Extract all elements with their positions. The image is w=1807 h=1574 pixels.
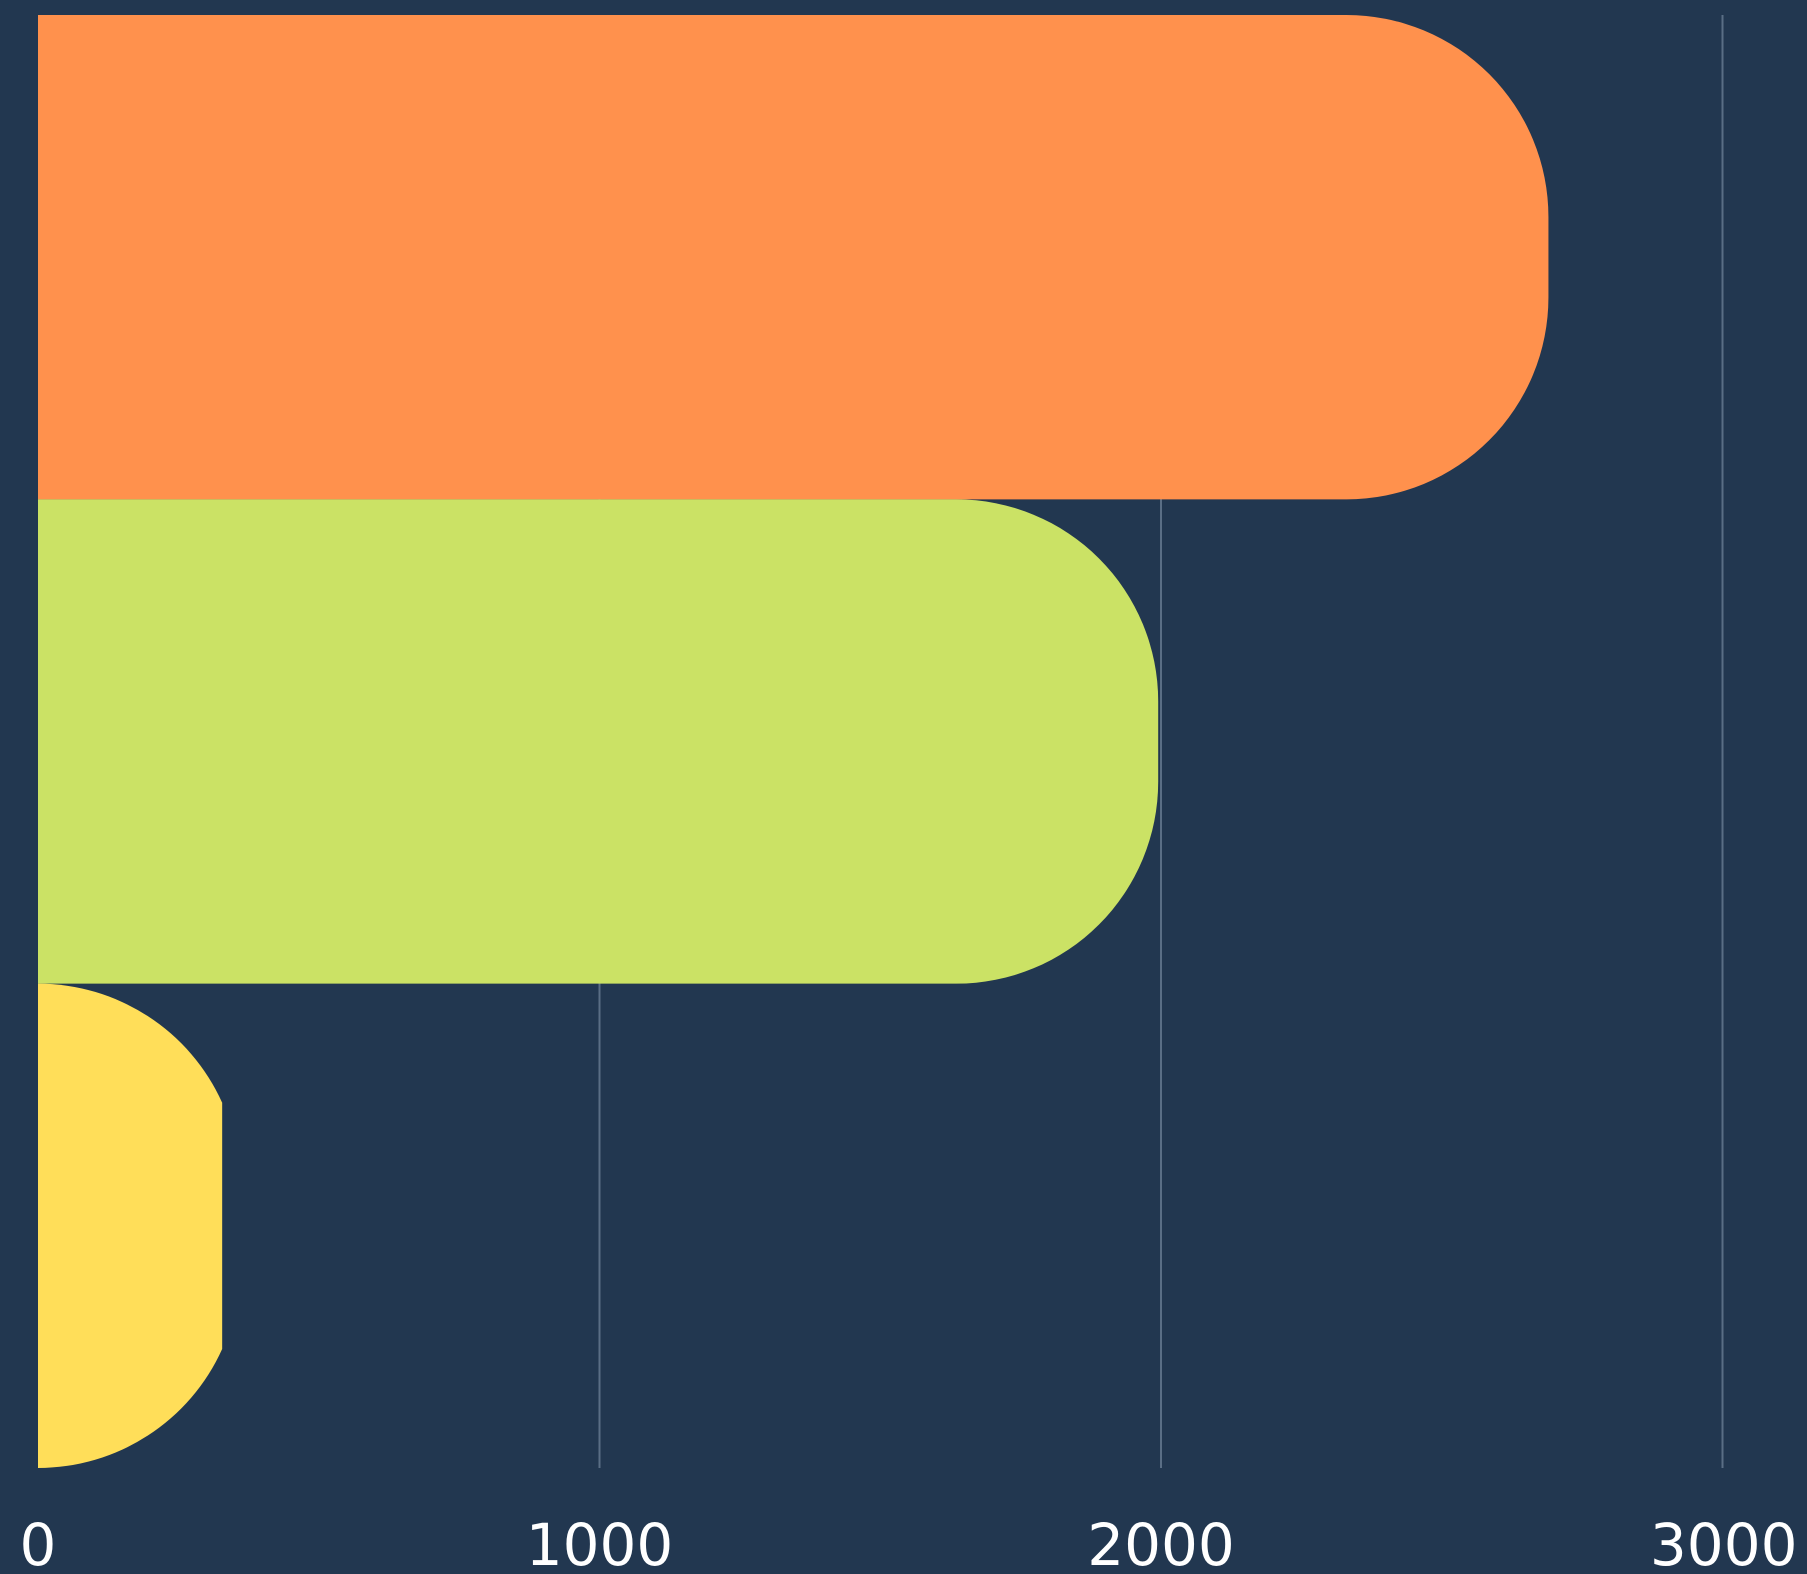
x-tick-label-1000: 1000 <box>526 1511 674 1574</box>
bars <box>38 15 1549 1468</box>
x-tick-label-2000: 2000 <box>1087 1511 1235 1574</box>
bar-2 <box>38 499 1159 984</box>
bar-3 <box>38 983 223 1468</box>
bar-1 <box>38 15 1549 500</box>
x-tick-label-0: 0 <box>20 1511 57 1574</box>
x-axis-ticks: 0 1000 2000 3000 <box>20 1511 1798 1574</box>
x-tick-label-3000: 3000 <box>1650 1511 1798 1574</box>
